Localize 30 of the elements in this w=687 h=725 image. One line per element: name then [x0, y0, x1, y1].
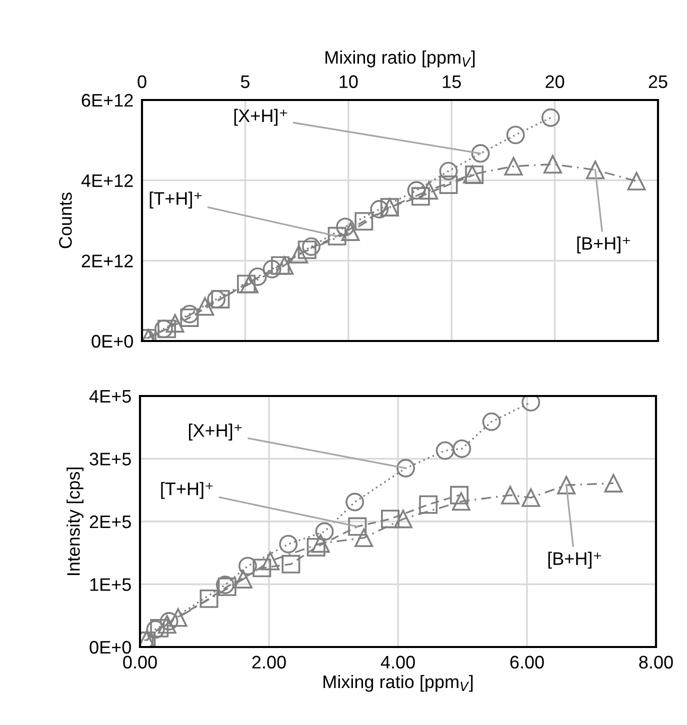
y-tick-label: 4E+5: [89, 390, 131, 403]
x-tick-label: 0.00: [123, 656, 157, 669]
y-tick-label: 6E+12: [82, 94, 133, 107]
annotation: [B+H]⁺: [577, 236, 630, 254]
x-tick-label: 0: [138, 75, 146, 88]
annotation: [X+H]⁺: [188, 424, 242, 440]
x-tick-label: 5: [240, 76, 250, 88]
y-tick-label: 0E+0: [90, 640, 131, 654]
x-tick-label: 10: [340, 75, 358, 88]
x-axis-title: Mixing ratio [ppm$_{V}$]: [324, 674, 473, 692]
x-tick-label: 6.00: [510, 656, 544, 669]
y-tick-label: 2E+12: [82, 254, 133, 268]
annotation: [T+H]⁺: [150, 192, 202, 208]
x-tick-label: 4.00: [380, 656, 415, 669]
x-axis-title: Mixing ratio [ppm$_{V}$]: [326, 50, 475, 68]
annotation: [B+H]⁺: [548, 552, 602, 569]
annotation: [X+H]⁺: [234, 108, 288, 126]
y-tick-label: 1E+5: [90, 578, 131, 591]
x-tick-label: 2.00: [252, 656, 286, 669]
x-tick-label: 15: [442, 76, 461, 88]
y-tick-label: 3E+5: [90, 452, 131, 466]
y-tick-label: 0E+0: [92, 334, 133, 348]
annotation: [T+H]⁺: [161, 482, 213, 499]
y-axis-title: Counts: [59, 192, 72, 248]
x-tick-label: 8.00: [639, 656, 673, 669]
x-tick-label: 25: [648, 75, 668, 88]
y-axis-title: Intensity [cps]: [66, 468, 84, 576]
x-tick-label: 20: [546, 75, 564, 88]
y-tick-label: 4E+12: [81, 174, 133, 187]
y-tick-label: 2E+5: [90, 515, 131, 528]
